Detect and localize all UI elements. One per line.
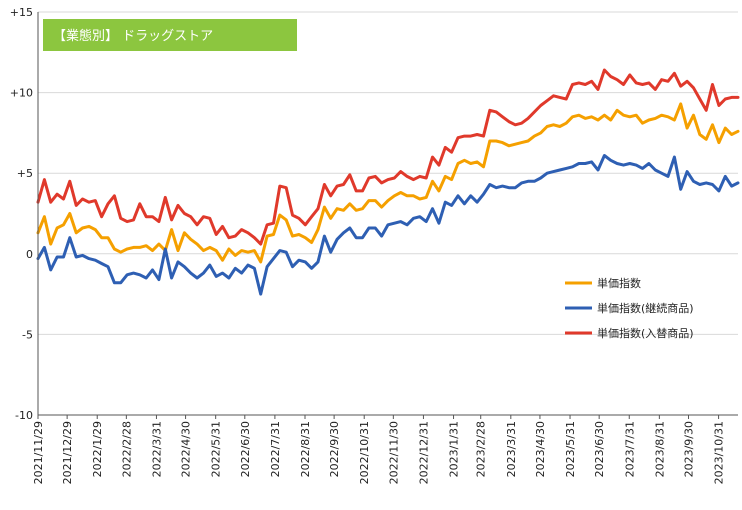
x-tick-label: 2022/5/31 <box>210 421 223 477</box>
series-lines <box>36 68 740 296</box>
series-line-replacement-items <box>36 68 740 246</box>
x-tick-label: 2023/6/30 <box>593 421 606 477</box>
series-line-unit-price-index <box>36 102 740 264</box>
series-line-continuing-items <box>36 154 740 296</box>
x-tick-label: 2022/7/31 <box>269 421 282 477</box>
x-tick-label: 2021/11/29 <box>32 421 45 484</box>
y-tick-label: -10 <box>15 409 33 422</box>
x-tick-label: 2021/12/29 <box>61 421 74 484</box>
x-tick-label: 2023/9/30 <box>682 421 695 477</box>
legend-label-continuing-items: 単価指数(継続商品) <box>597 301 694 315</box>
y-tick-label: +5 <box>17 167 33 180</box>
y-tick-label: +10 <box>10 87 33 100</box>
y-tick-label: +15 <box>10 6 33 19</box>
chart-title: 【業態別】 ドラッグストア <box>53 28 213 44</box>
x-tick-label: 2023/4/30 <box>534 421 547 477</box>
legend-label-replacement-items: 単価指数(入替商品) <box>597 326 694 340</box>
x-tick-label: 2022/4/30 <box>180 421 193 477</box>
chart-title-box: 【業態別】 ドラッグストア <box>43 19 297 51</box>
x-tick-label: 2022/3/31 <box>150 421 163 477</box>
y-tick-label: 0 <box>26 248 33 261</box>
x-tick-label: 2022/8/31 <box>299 421 312 477</box>
y-tick-labels: -10 -5 0 +5 +10 +15 <box>10 6 33 422</box>
x-tick-label: 2023/3/31 <box>505 421 518 477</box>
x-tick-label: 2023/8/31 <box>653 421 666 477</box>
x-tick-label: 2022/2/28 <box>120 421 133 477</box>
x-tick-label: 2022/9/30 <box>328 421 341 477</box>
x-tick-label: 2022/10/31 <box>358 421 371 484</box>
x-tick-label: 2023/7/31 <box>623 421 636 477</box>
x-tick-label: 2023/1/31 <box>448 421 461 477</box>
x-tick-label: 2022/1/29 <box>91 421 104 477</box>
x-tick-label: 2022/12/31 <box>417 421 430 484</box>
axes <box>37 12 738 419</box>
x-tick-labels: 2021/11/29 2021/12/29 2022/1/29 2022/2/28 20… <box>32 421 726 484</box>
x-tick-label: 2023/5/31 <box>564 421 577 477</box>
chart-title-background <box>43 19 297 51</box>
y-tick-label: -5 <box>22 328 33 341</box>
x-tick-label: 2022/6/30 <box>239 421 252 477</box>
x-tick-label: 2022/11/30 <box>387 421 400 484</box>
legend: 単価指数 単価指数(継続商品) 単価指数(入替商品) <box>565 276 694 340</box>
legend-label-unit-price-index: 単価指数 <box>597 276 641 290</box>
x-tick-label: 2023/10/31 <box>713 421 726 484</box>
x-tick-label: 2023/2/28 <box>475 421 488 477</box>
